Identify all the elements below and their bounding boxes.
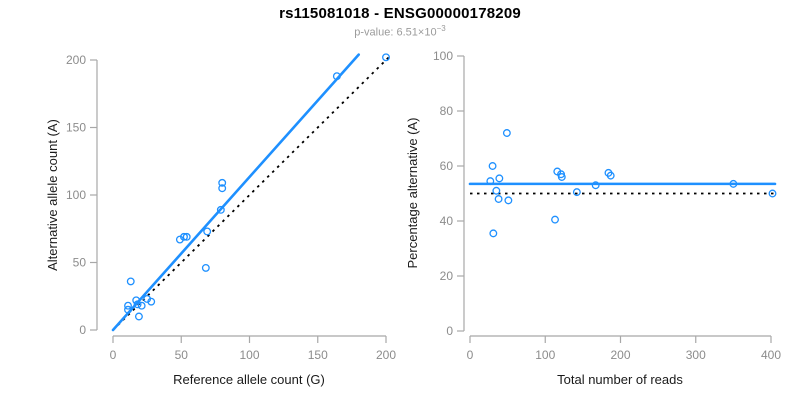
data-point — [180, 232, 188, 241]
y-tick-label: 100 — [66, 188, 86, 202]
y-tick-label: 200 — [66, 53, 86, 67]
x-tick-label: 0 — [467, 348, 474, 362]
x-tick-label: 200 — [610, 348, 630, 362]
x-tick-label: 300 — [686, 348, 706, 362]
data-point — [332, 72, 341, 81]
data-point — [488, 162, 497, 170]
data-point — [504, 196, 513, 205]
data-point — [729, 179, 738, 188]
x-tick-label: 0 — [110, 348, 117, 362]
x-axis-title: Reference allele count (G) — [173, 372, 325, 387]
data-point — [124, 305, 132, 314]
y-tick-label: 50 — [73, 256, 87, 270]
y-tick-label: 40 — [440, 214, 454, 228]
pvalue-label: p-value: — [354, 26, 397, 39]
data-point — [768, 189, 777, 198]
data-point — [486, 177, 495, 186]
y-tick-label: 150 — [66, 121, 86, 135]
data-point — [132, 296, 141, 305]
figure-title: rs115081018 - ENSG00000178209 — [279, 5, 521, 22]
y-tick-label: 0 — [446, 324, 453, 338]
data-point — [606, 171, 615, 180]
y-tick-label: 0 — [79, 323, 86, 337]
x-tick-label: 100 — [239, 348, 259, 362]
reference-dotted-line — [112, 56, 390, 331]
data-point — [216, 205, 225, 214]
data-point — [551, 215, 559, 224]
data-point — [489, 229, 498, 238]
data-point — [133, 300, 142, 309]
data-point — [382, 53, 390, 62]
data-point — [557, 173, 566, 181]
multiplication-sign: × — [417, 26, 425, 39]
y-tick-label: 80 — [440, 104, 454, 118]
pvalue-base: 10 — [424, 26, 437, 39]
pvalue-exponent: −3 — [436, 24, 446, 33]
data-point — [137, 301, 146, 310]
y-axis-title: Percentage alternative (A) — [405, 117, 420, 268]
fit-line — [111, 53, 361, 332]
x-tick-label: 50 — [175, 348, 189, 362]
x-axis-title: Total number of reads — [557, 372, 683, 387]
x-tick-label: 400 — [761, 348, 781, 362]
data-point — [495, 174, 504, 183]
data-point — [147, 297, 156, 306]
data-point — [502, 129, 511, 137]
data-point — [203, 227, 212, 236]
data-point — [572, 188, 581, 197]
y-tick-label: 100 — [433, 49, 453, 63]
x-tick-label: 200 — [376, 348, 396, 362]
x-tick-label: 100 — [535, 348, 555, 362]
pvalue-subtitle: p-value: 6.51×10−3 — [0, 24, 800, 39]
x-tick-label: 150 — [308, 348, 328, 362]
data-point — [492, 186, 501, 195]
data-point — [218, 184, 227, 193]
y-axis-title: Alternative allele count (A) — [45, 119, 60, 271]
pvalue-mantissa: 6.51 — [396, 26, 418, 39]
y-tick-label: 20 — [440, 269, 454, 283]
data-point — [124, 301, 132, 310]
data-point — [494, 195, 503, 203]
data-point — [182, 232, 191, 241]
data-point — [591, 181, 600, 190]
y-tick-label: 60 — [440, 159, 454, 173]
data-point — [134, 312, 143, 321]
data-point — [201, 263, 210, 272]
data-point — [218, 178, 227, 187]
data-point — [126, 277, 135, 286]
